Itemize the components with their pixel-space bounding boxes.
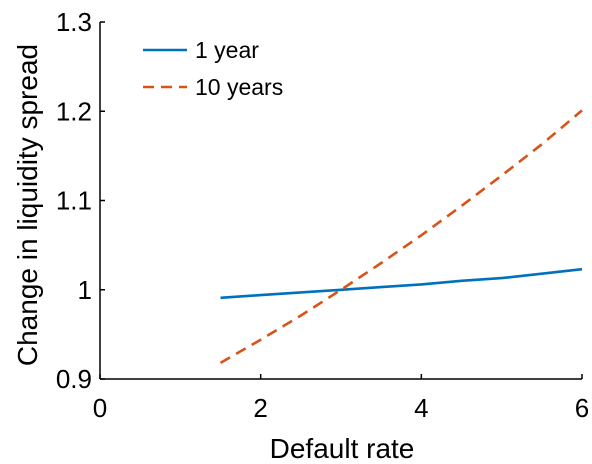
- x-tick-label: 2: [253, 393, 267, 423]
- x-tick-label: 4: [414, 393, 428, 423]
- legend: 1 year 10 years: [143, 37, 283, 100]
- x-axis-label: Default rate: [270, 433, 415, 464]
- y-ticks: 0.9 1 1.1 1.2 1.3: [56, 7, 105, 394]
- y-tick-label: 0.9: [56, 364, 92, 394]
- legend-label: 10 years: [195, 74, 283, 100]
- y-axis-label: Change in liquidity spread: [12, 44, 43, 366]
- series-line-1-year: [220, 267, 583, 300]
- y-tick-label: 1.3: [56, 7, 92, 37]
- legend-label: 1 year: [195, 37, 259, 63]
- axes: [99, 22, 582, 380]
- y-tick-label: 1: [78, 275, 92, 305]
- series-layer: [219, 109, 583, 365]
- x-tick-label: 0: [93, 393, 107, 423]
- y-tick-label: 1.1: [56, 186, 92, 216]
- series-line-10-years: [219, 109, 583, 365]
- y-tick-label: 1.2: [56, 96, 92, 126]
- x-tick-label: 6: [575, 393, 589, 423]
- x-ticks: 0 2 4 6: [93, 374, 589, 423]
